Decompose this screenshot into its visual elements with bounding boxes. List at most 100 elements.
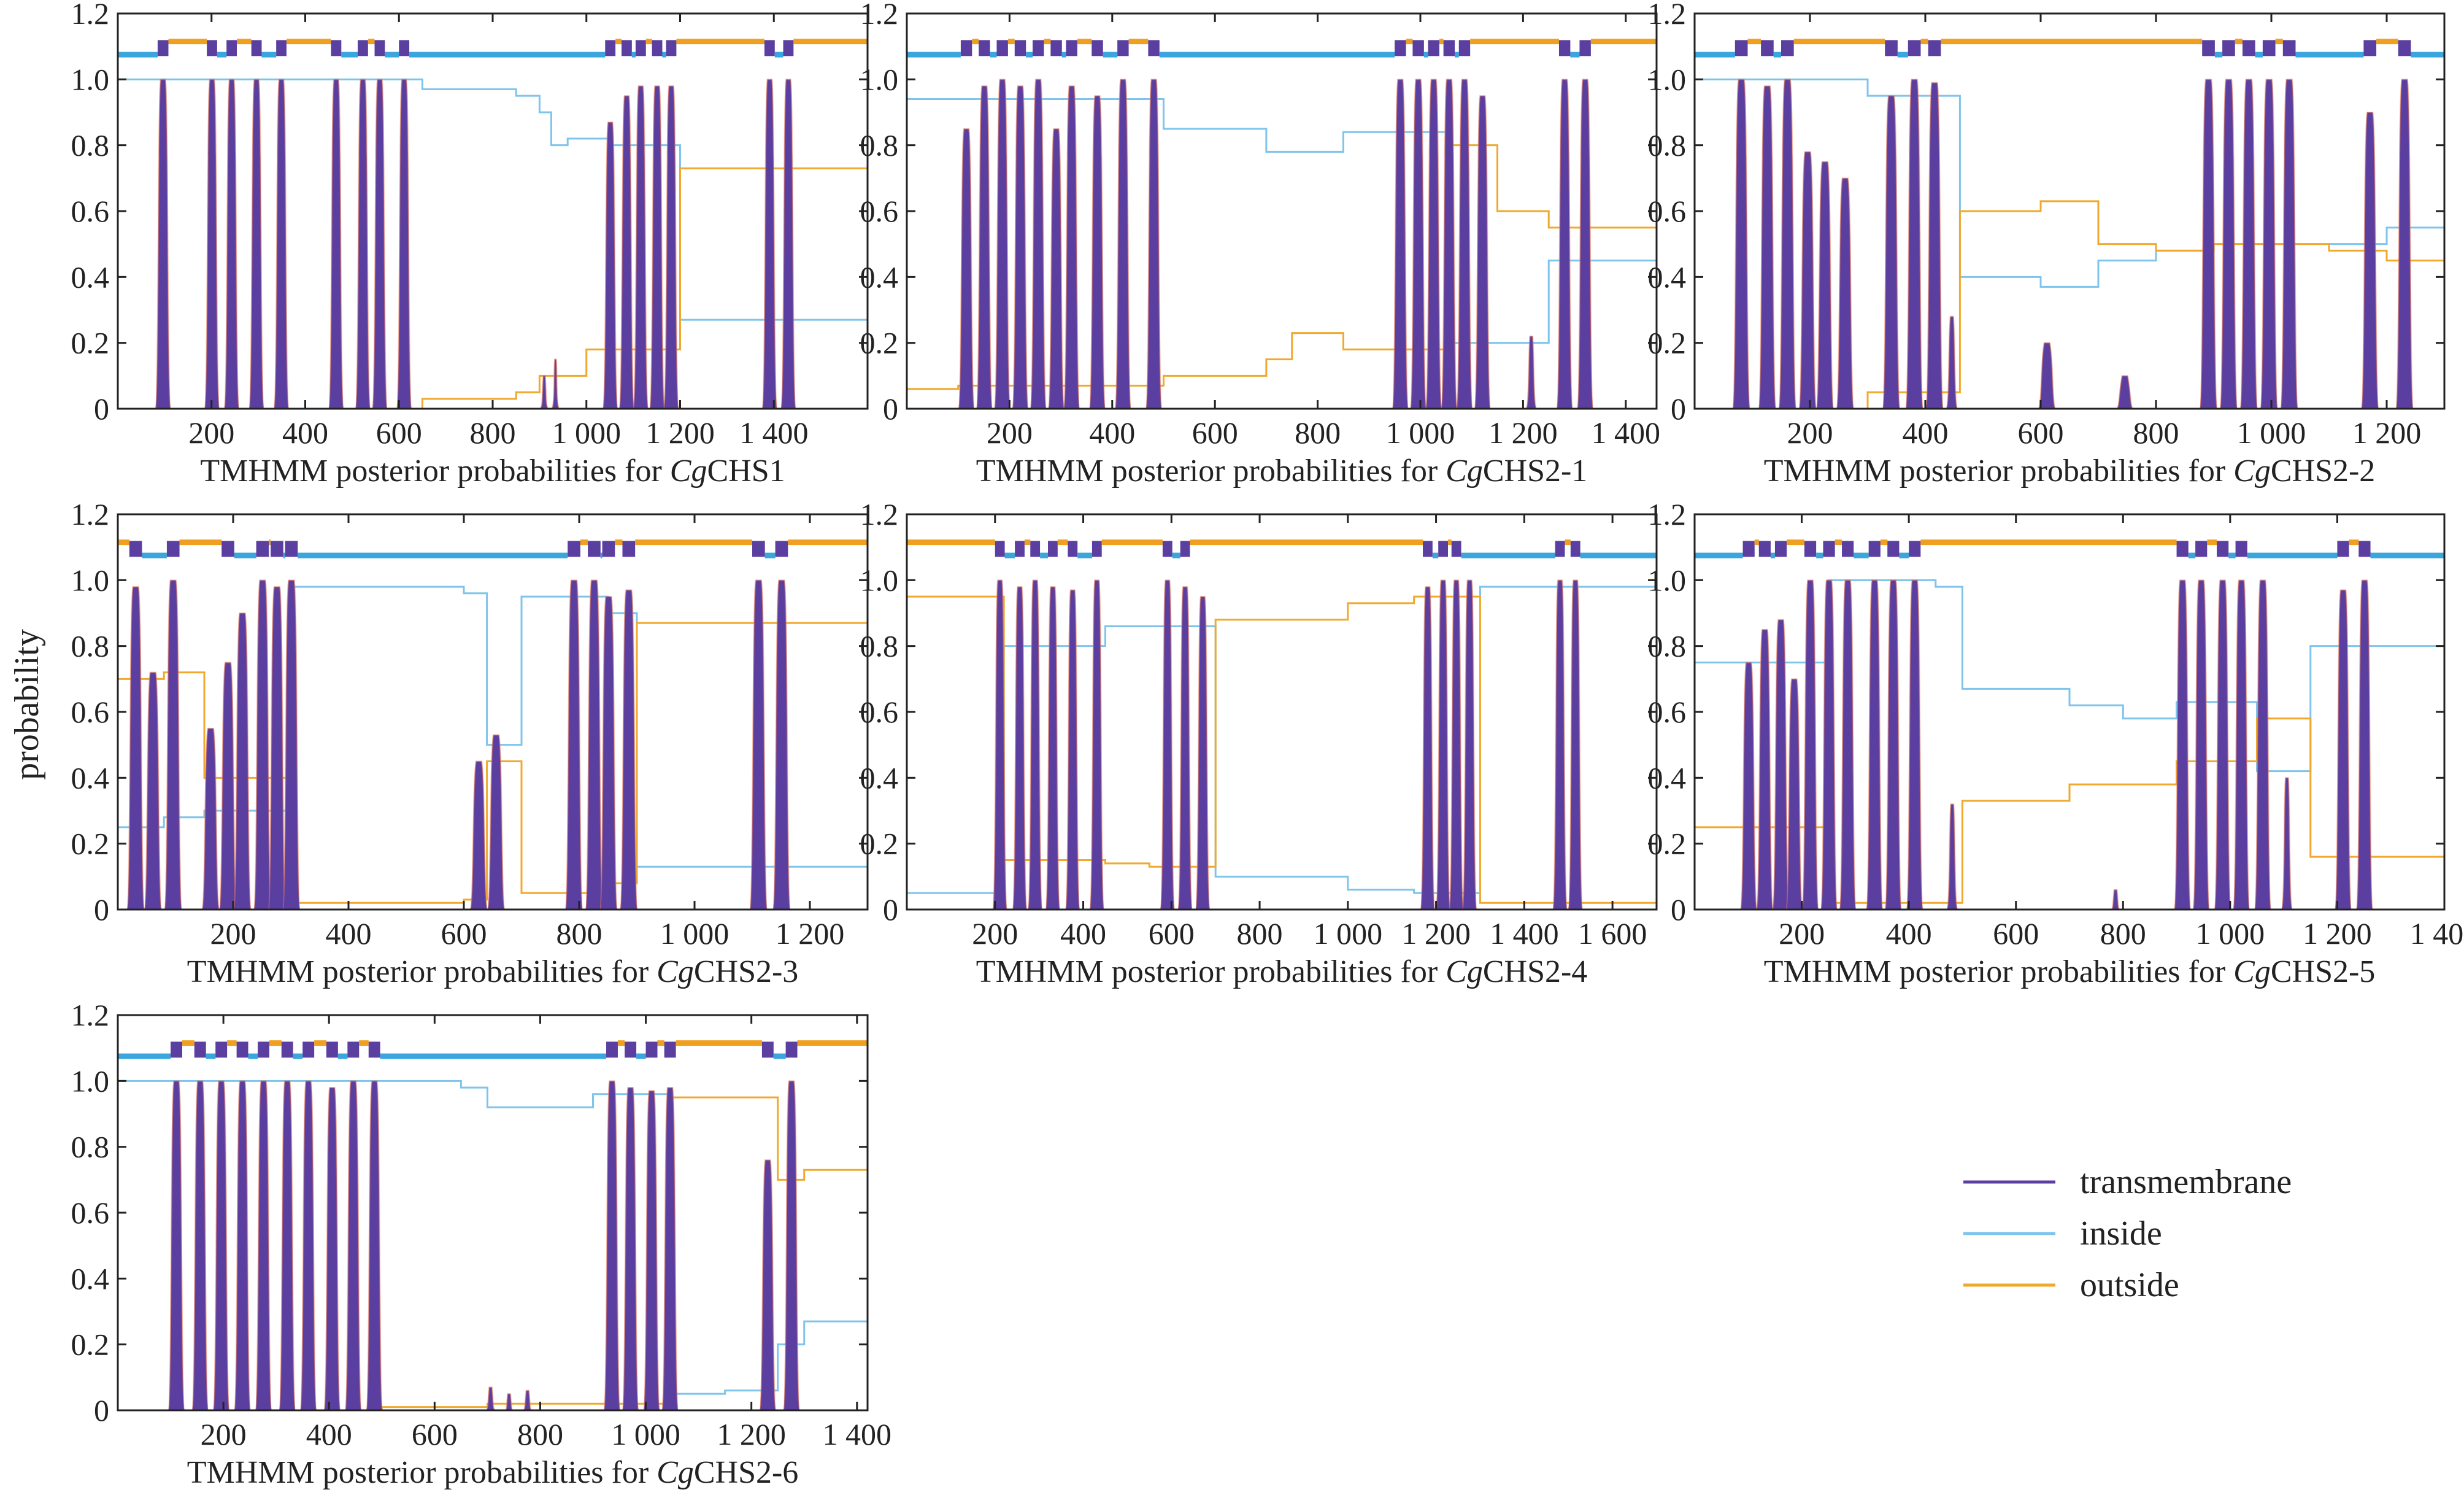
topology-tm-box [666,40,677,56]
transmembrane-peak [2355,579,2374,910]
x-tick-label: 800 [1237,916,1283,951]
topology-inside-bar [1816,552,1823,558]
transmembrane-peak [1012,586,1028,910]
transmembrane-peak [233,1080,252,1410]
topology-inside-bar [1455,52,1459,58]
topology-tm-box [285,541,298,557]
transmembrane-peak [1195,596,1211,910]
y-tick-label: 1.2 [1648,497,1687,531]
transmembrane-peak [649,85,666,409]
y-tick-label: 0.6 [71,1196,110,1230]
topology-tm-box [1068,541,1078,557]
topology-outside-bar [1590,39,1657,45]
transmembrane-peak [1785,678,1803,910]
transmembrane-peak [233,612,252,910]
topology-tm-box [1033,40,1044,56]
y-tick-label: 0 [1671,892,1686,927]
transmembrane-peak [344,1080,363,1410]
topology-tm-box [622,40,632,56]
transmembrane-peak [1778,79,1797,409]
legend-label-inside: inside [2080,1215,2162,1253]
transmembrane-peak [1027,579,1044,910]
topology-inside-bar [773,1053,786,1059]
y-axis-label: probability [8,629,46,780]
topology-outside-bar [676,1040,762,1046]
topology-outside-bar [1057,539,1068,546]
topology-tm-box [1423,541,1433,557]
plot-area [907,39,1657,409]
transmembrane-peak [2360,112,2380,409]
y-tick-label: 0.8 [860,128,899,163]
topology-tm-box [281,1041,293,1058]
topology-tm-box [1928,40,1941,56]
topology-tm-box [775,541,788,557]
topology-inside-bar [990,52,997,58]
x-tick-label: 200 [1779,916,1825,951]
plot-area [118,39,868,409]
transmembrane-peak [371,79,388,409]
topology-tm-box [2176,541,2189,557]
x-tick-label: 400 [282,415,328,450]
transmembrane-peak [1145,79,1163,409]
topology-outside-bar [793,39,868,45]
transmembrane-peak [2232,579,2250,910]
x-axis-title-protein: CHS2-3 [694,954,798,989]
transmembrane-peak [522,1389,534,1410]
topology-outside-bar [1920,539,2177,546]
transmembrane-peak [991,579,1008,910]
topology-inside-bar [1773,52,1781,58]
topology-outside-bar [580,539,588,546]
y-tick-label: 0 [94,392,109,426]
transmembrane-peak [632,85,649,409]
topology-inside-bar [1897,52,1908,58]
topology-outside-bar [314,1040,326,1046]
transmembrane-peak [1882,95,1901,409]
transmembrane-peak [1576,79,1594,409]
topology-outside-bar [972,39,979,45]
topology-tm-box [1091,541,1102,557]
topology-outside-bar [269,1040,282,1046]
transmembrane-peak [1030,79,1047,409]
transmembrane-peak [599,596,618,910]
transmembrane-peak [1159,579,1176,910]
topology-outside-bar [1880,539,1888,546]
x-tick-label: 200 [987,415,1033,450]
x-axis-title: TMHMM posterior probabilities for CgCHS2… [187,954,799,989]
x-tick-label: 400 [1886,916,1932,951]
transmembrane-peak [1836,177,1855,409]
plot-area [907,539,1657,910]
x-axis-title-genus: Cg [1446,954,1483,989]
x-axis-title: TMHMM posterior probabilities for CgCHS2… [1764,954,2376,989]
topology-outside-bar [1565,539,1571,546]
topology-outside-bar [1447,539,1452,546]
topology-inside-bar [298,552,568,558]
x-tick-label: 600 [2018,415,2064,450]
transmembrane-peak [642,1090,661,1410]
topology-tm-box [1048,541,1058,557]
x-axis-title-prefix: TMHMM posterior probabilities for [976,454,1446,489]
topology-tm-box [1908,40,1921,56]
transmembrane-peak [749,579,768,910]
x-tick-label: 600 [441,916,487,951]
topology-tm-box [1842,541,1854,557]
topology-tm-box [1443,40,1455,56]
x-tick-label: 1 200 [2303,916,2372,951]
transmembrane-peak [212,1080,231,1410]
topology-outside-bar [635,539,752,546]
topology-tm-box [960,40,972,56]
transmembrane-peak [1555,79,1574,409]
transmembrane-peak [1552,579,1568,910]
transmembrane-peak [218,662,237,910]
topology-inside-bar [118,1053,171,1059]
x-tick-label: 1 000 [2196,916,2265,951]
x-tick-label: 1 200 [776,916,845,951]
y-tick-label: 0.2 [1648,827,1687,861]
y-tick-label: 1.0 [71,563,110,597]
transmembrane-peak [396,79,413,409]
transmembrane-peak [1906,579,1924,910]
topology-inside-bar [600,552,603,558]
y-tick-label: 1.0 [1648,62,1687,96]
transmembrane-peak [618,95,635,409]
transmembrane-peak [976,85,993,409]
topology-outside-bar [1747,39,1761,45]
